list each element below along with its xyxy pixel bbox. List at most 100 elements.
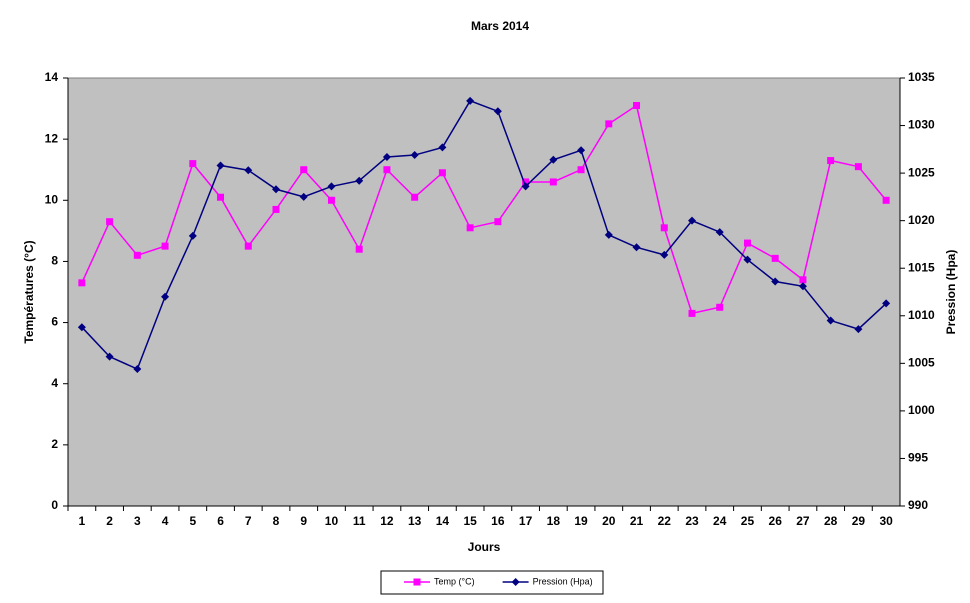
marker bbox=[244, 166, 253, 175]
y2-tick-label: 1015 bbox=[908, 260, 935, 274]
marker bbox=[522, 178, 530, 186]
x-tick-label: 26 bbox=[769, 514, 783, 528]
marker bbox=[106, 218, 114, 226]
y-axis-label: Températures (°C) bbox=[22, 240, 36, 343]
x-tick-label: 9 bbox=[300, 514, 307, 528]
marker bbox=[577, 146, 586, 155]
y2-tick-label: 995 bbox=[908, 451, 928, 465]
y-tick-label: 6 bbox=[51, 315, 58, 329]
x-axis-label: Jours bbox=[468, 540, 501, 554]
x-tick-label: 21 bbox=[630, 514, 644, 528]
x-tick-label: 25 bbox=[741, 514, 755, 528]
marker bbox=[77, 323, 86, 332]
y2-tick-label: 1005 bbox=[908, 356, 935, 370]
y2-tick-label: 1010 bbox=[908, 308, 935, 322]
y-tick-label: 12 bbox=[45, 131, 59, 145]
y2-tick-label: 1035 bbox=[908, 70, 935, 84]
marker bbox=[660, 224, 668, 232]
marker bbox=[300, 166, 308, 174]
marker bbox=[827, 157, 835, 165]
marker bbox=[327, 182, 336, 191]
x-tick-label: 23 bbox=[685, 514, 699, 528]
series-line bbox=[81, 99, 887, 371]
marker bbox=[216, 161, 225, 170]
plot-area bbox=[67, 77, 901, 507]
marker bbox=[272, 185, 280, 194]
marker bbox=[771, 254, 779, 262]
marker bbox=[133, 365, 142, 374]
series-line bbox=[81, 104, 887, 315]
marker bbox=[632, 243, 641, 252]
x-tick-label: 5 bbox=[189, 514, 196, 528]
marker bbox=[355, 245, 363, 253]
marker bbox=[688, 309, 696, 317]
marker bbox=[327, 196, 335, 204]
marker bbox=[715, 228, 724, 237]
marker bbox=[299, 192, 308, 201]
legend-label: Temp (°C) bbox=[434, 576, 475, 586]
x-tick-label: 14 bbox=[436, 514, 450, 528]
marker bbox=[549, 178, 557, 186]
marker bbox=[688, 216, 696, 225]
marker bbox=[660, 250, 669, 259]
marker bbox=[854, 325, 863, 334]
marker bbox=[743, 239, 751, 247]
marker bbox=[633, 102, 641, 110]
y2-axis-label: Pression (Hpa) bbox=[944, 250, 958, 335]
y2-tick-label: 1000 bbox=[908, 403, 935, 417]
x-tick-label: 20 bbox=[602, 514, 616, 528]
marker bbox=[743, 255, 752, 264]
marker bbox=[494, 218, 502, 226]
y2-tick-label: 1020 bbox=[908, 213, 935, 227]
y-tick-label: 2 bbox=[51, 437, 58, 451]
marker bbox=[799, 276, 807, 284]
marker bbox=[466, 96, 475, 105]
x-tick-label: 17 bbox=[519, 514, 533, 528]
marker bbox=[413, 578, 421, 586]
marker bbox=[189, 160, 197, 168]
marker bbox=[161, 292, 170, 301]
x-tick-label: 1 bbox=[79, 514, 86, 528]
marker bbox=[882, 196, 890, 204]
x-tick-label: 24 bbox=[713, 514, 727, 528]
marker bbox=[771, 277, 780, 286]
marker bbox=[438, 169, 446, 177]
x-tick-label: 22 bbox=[658, 514, 672, 528]
y-tick-label: 4 bbox=[51, 376, 58, 390]
marker bbox=[188, 231, 197, 240]
marker bbox=[105, 352, 114, 361]
marker bbox=[716, 303, 724, 311]
marker bbox=[217, 193, 225, 201]
x-tick-label: 19 bbox=[574, 514, 588, 528]
x-tick-label: 3 bbox=[134, 514, 141, 528]
marker bbox=[78, 279, 86, 287]
x-tick-label: 30 bbox=[879, 514, 893, 528]
x-tick-label: 16 bbox=[491, 514, 505, 528]
marker bbox=[854, 163, 862, 171]
marker bbox=[826, 316, 835, 325]
y-tick-label: 0 bbox=[51, 498, 58, 512]
y2-tick-label: 990 bbox=[908, 498, 928, 512]
x-tick-label: 28 bbox=[824, 514, 838, 528]
y2-tick-label: 1030 bbox=[908, 118, 935, 132]
x-tick-label: 4 bbox=[162, 514, 169, 528]
marker bbox=[411, 193, 419, 201]
x-tick-label: 13 bbox=[408, 514, 422, 528]
marker bbox=[511, 578, 520, 586]
marker bbox=[798, 282, 807, 291]
y-tick-label: 8 bbox=[51, 254, 58, 268]
x-tick-label: 11 bbox=[353, 514, 366, 528]
marker bbox=[549, 155, 558, 164]
marker bbox=[133, 251, 141, 259]
x-tick-label: 2 bbox=[106, 514, 113, 528]
marker bbox=[577, 166, 585, 174]
x-tick-label: 8 bbox=[273, 514, 280, 528]
x-tick-label: 6 bbox=[217, 514, 224, 528]
marker bbox=[410, 151, 419, 160]
marker bbox=[882, 299, 891, 308]
x-tick-label: 27 bbox=[796, 514, 810, 528]
marker bbox=[161, 242, 169, 250]
x-tick-label: 10 bbox=[325, 514, 339, 528]
